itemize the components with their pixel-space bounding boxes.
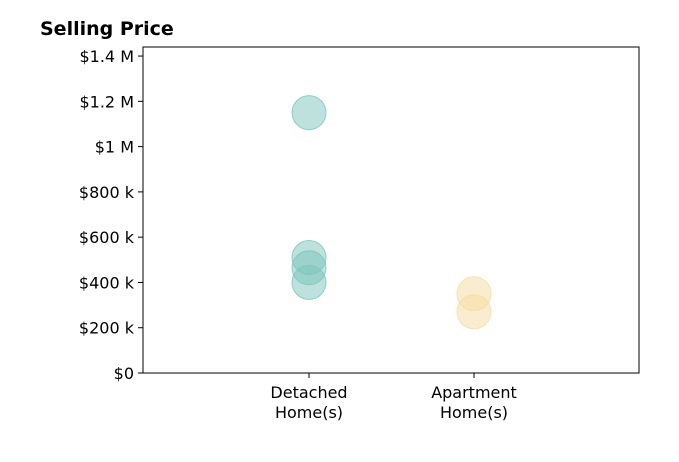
chart-title: Selling Price (40, 18, 174, 40)
y-tick-label: $1 M (95, 138, 134, 157)
x-category-label: Apartment Home(s) (431, 383, 517, 422)
y-tick-label: $1.4 M (79, 47, 134, 66)
plot-area-frame (142, 46, 640, 374)
data-point (291, 95, 327, 131)
data-points (291, 95, 492, 330)
y-tick-label: $200 k (79, 319, 135, 338)
x-axis: Detached Home(s) Apartment Home(s) (270, 373, 517, 422)
data-point (456, 294, 492, 330)
y-tick-label: $600 k (79, 228, 135, 247)
x-category-label: Detached Home(s) (270, 383, 347, 422)
y-tick-label: $0 (114, 364, 134, 383)
y-axis: $0 $200 k $400 k $600 k $800 k $1 M $1.2 M $1.4… (79, 47, 143, 383)
y-tick-label: $400 k (79, 273, 135, 292)
y-tick-label: $1.2 M (79, 92, 134, 111)
data-point (291, 264, 327, 300)
y-tick-label: $800 k (79, 183, 135, 202)
